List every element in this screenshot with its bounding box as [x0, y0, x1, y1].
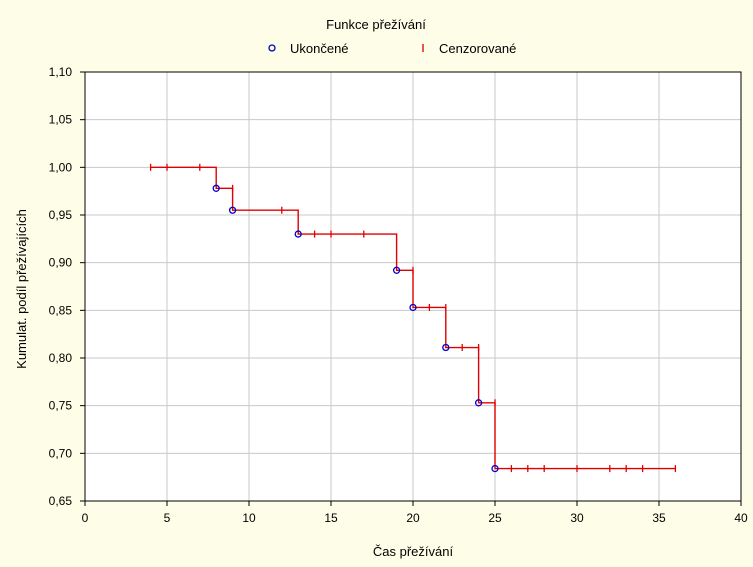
y-tick-label: 0,75	[49, 399, 73, 413]
y-tick-label: 0,80	[49, 351, 73, 365]
x-axis-label: Čas přežívání	[373, 544, 454, 559]
y-tick-label: 1,00	[49, 160, 73, 174]
y-tick-labels: 0,65 0,70 0,75 0,80 0,85 0,90 0,95 1,00 1,05 1,10	[49, 65, 73, 508]
event-point	[442, 343, 450, 352]
censored-markers	[149, 163, 677, 473]
x-tick-label: 30	[570, 511, 584, 525]
event-point	[409, 303, 417, 312]
x-tick-label: 25	[488, 511, 502, 525]
legend-label-ukoncene: Ukončené	[290, 41, 349, 56]
y-tick-label: 0,65	[49, 494, 73, 508]
x-tick-label: 10	[242, 511, 256, 525]
event-point	[212, 184, 220, 192]
y-tick-label: 0,70	[49, 446, 73, 460]
event-point	[474, 399, 483, 407]
event-point	[392, 266, 401, 274]
x-tick-label: 15	[324, 511, 338, 525]
y-axis-label: Kumulat. podíl přežívajících	[14, 209, 29, 369]
event-markers	[212, 184, 499, 473]
x-tick-label: 0	[82, 511, 89, 525]
x-tick-label: 40	[734, 511, 748, 525]
y-tick-label: 0,95	[49, 208, 73, 222]
x-tick-label: 5	[164, 511, 171, 525]
y-tick-label: 0,90	[49, 256, 73, 270]
x-tick-label: 20	[406, 511, 420, 525]
y-tick-label: 1,05	[49, 113, 73, 127]
chart-title: Funkce přežívání	[326, 17, 426, 32]
axis-ticks	[80, 71, 742, 506]
legend-label-cenzorovane: Cenzorované	[439, 41, 516, 56]
legend-circle-icon	[268, 44, 276, 52]
legend: Ukončené Cenzorované	[268, 41, 516, 56]
x-tick-label: 35	[652, 511, 666, 525]
event-point	[491, 464, 499, 473]
x-tick-labels: 0 5 10 15 20 25 30 35 40	[82, 511, 748, 525]
event-point	[228, 206, 237, 214]
event-point	[294, 230, 302, 238]
y-tick-label: 1,10	[49, 65, 73, 79]
y-tick-label: 0,85	[49, 303, 73, 317]
